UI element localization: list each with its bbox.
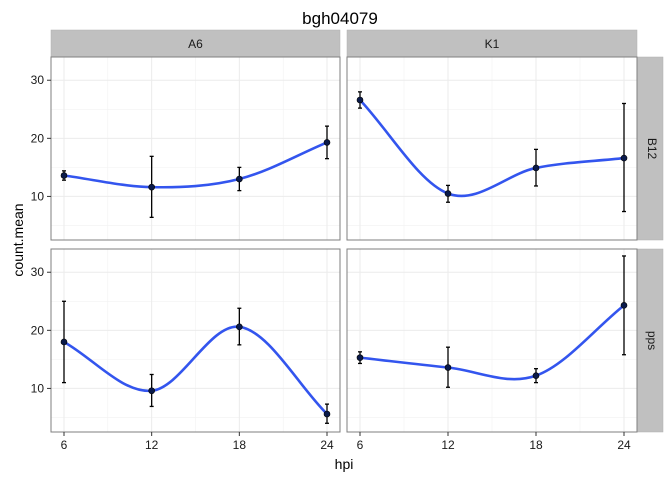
data-point <box>60 338 68 346</box>
data-point <box>620 302 628 309</box>
x-tick-label: 18 <box>529 438 543 452</box>
x-tick-label: 24 <box>617 438 631 452</box>
panel-border <box>346 248 638 433</box>
strip-label-b12: B12 <box>645 138 659 160</box>
chart-title: bgh04079 <box>302 9 378 28</box>
data-point <box>148 183 155 191</box>
panel-border <box>346 56 638 241</box>
y-tick-label: 30 <box>31 73 45 87</box>
series-line <box>359 304 625 381</box>
y-tick-label: 10 <box>31 189 45 203</box>
facet-strips: A6 K1 B12 pps <box>50 29 664 433</box>
x-tick-label: 6 <box>61 438 68 452</box>
panel-border <box>50 248 341 433</box>
y-axis-label: count.mean <box>10 203 26 276</box>
x-tick-label: 24 <box>320 438 334 452</box>
data-point <box>60 172 68 179</box>
x-tick-label: 18 <box>233 438 247 452</box>
data-point <box>323 410 331 418</box>
facet-panels <box>50 56 638 433</box>
data-point <box>356 96 364 104</box>
x-tick-label: 12 <box>441 438 455 452</box>
data-point <box>532 164 540 172</box>
strip-a6 <box>50 29 341 58</box>
data-point <box>323 139 331 146</box>
data-point <box>236 175 243 183</box>
series-line <box>63 141 328 189</box>
strip-pps <box>636 248 664 433</box>
y-tick-label: 20 <box>31 131 45 145</box>
x-tick-label: 6 <box>357 438 364 452</box>
panel-border <box>50 56 341 241</box>
series-line <box>359 99 625 198</box>
y-tick-label: 20 <box>31 323 45 337</box>
data-point <box>444 190 452 197</box>
strip-label-pps: pps <box>645 331 659 350</box>
data-point <box>444 364 452 371</box>
data-point <box>236 323 243 331</box>
panel-k1-b12 <box>346 56 638 241</box>
data-point <box>148 387 155 395</box>
strip-label-a6: A6 <box>188 37 203 51</box>
data-point <box>356 354 364 361</box>
series-line <box>63 325 328 415</box>
axis-ticks: 10 20 30 10 20 30 6 12 18 24 6 12 18 24 <box>31 73 631 452</box>
panel-a6-pps <box>50 248 341 433</box>
x-tick-label: 12 <box>145 438 159 452</box>
panel-k1-pps <box>346 248 638 433</box>
strip-b12 <box>636 56 664 241</box>
panel-a6-b12 <box>50 56 341 241</box>
strip-label-k1: K1 <box>485 37 500 51</box>
y-tick-label: 30 <box>31 265 45 279</box>
data-point <box>532 372 540 379</box>
x-axis-label: hpi <box>335 456 354 472</box>
y-tick-label: 10 <box>31 381 45 395</box>
data-point <box>620 154 628 162</box>
